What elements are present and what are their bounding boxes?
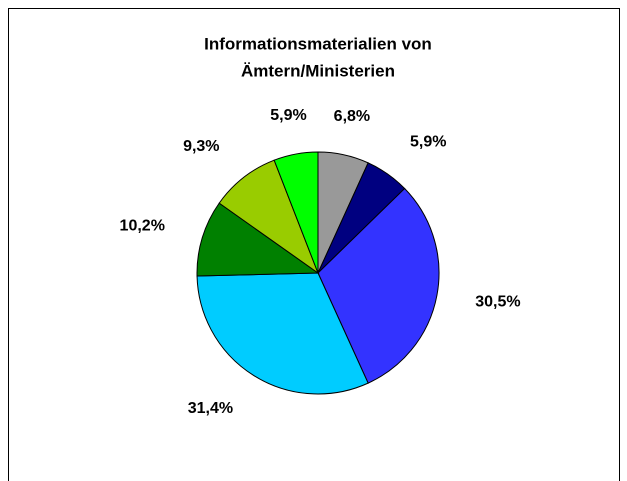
data-label: 30,5% <box>475 294 520 311</box>
data-label: 6,8% <box>334 108 370 125</box>
data-label: 5,9% <box>270 107 306 124</box>
chart-frame <box>8 8 620 481</box>
chart-title: Informationsmaterialien von <box>204 34 432 53</box>
data-label: 10,2% <box>120 218 165 235</box>
data-label: 31,4% <box>188 400 233 417</box>
pie-slice <box>196 272 369 395</box>
pie-slice <box>273 151 319 274</box>
chart-title: Ämtern/Ministerien <box>241 61 395 80</box>
pie-slice <box>196 202 320 277</box>
data-label: 9,3% <box>183 138 219 155</box>
data-label: 5,9% <box>410 133 446 150</box>
pie-slice <box>317 187 440 384</box>
